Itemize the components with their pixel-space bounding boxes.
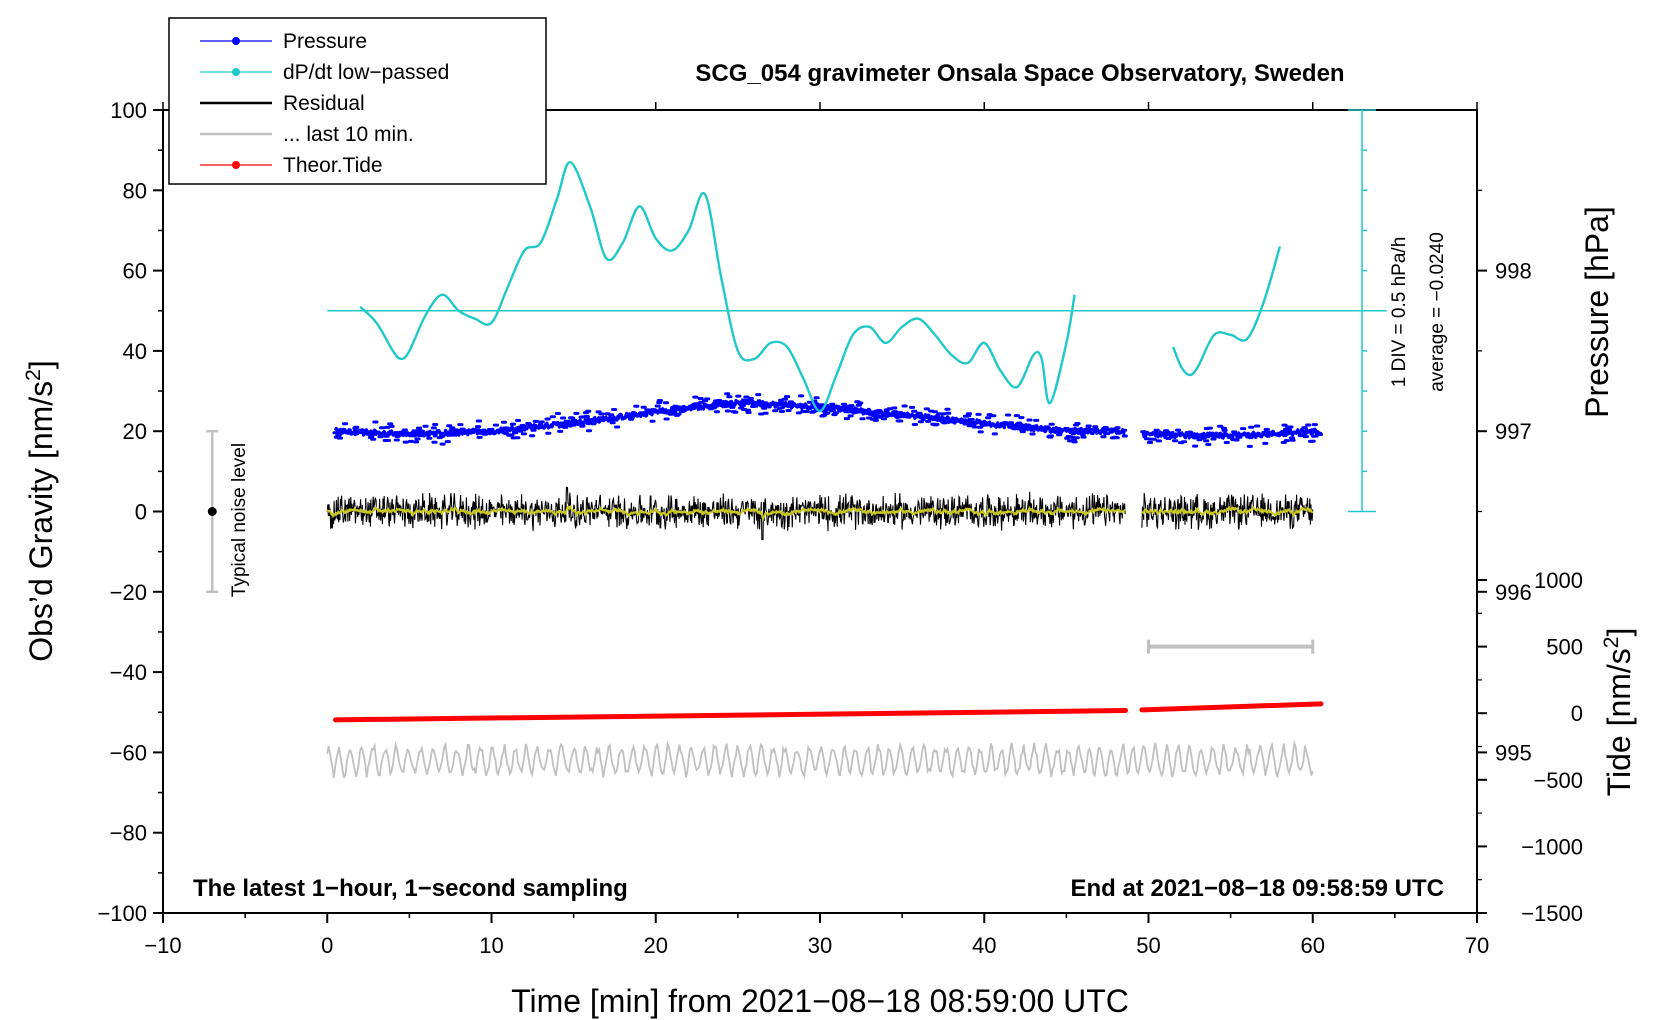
- tide-line: [332, 708, 1129, 723]
- dpdt-reference: [327, 109, 1387, 513]
- y-tick-label: −60: [110, 740, 147, 765]
- x-tick-label: 0: [321, 933, 333, 958]
- pressure-tick-label: 996: [1495, 580, 1532, 605]
- y-tick-label: −20: [110, 580, 147, 605]
- tide-tick-label: 500: [1546, 635, 1583, 660]
- tide-axis-title: Tide [nm/s2]: [1600, 628, 1637, 797]
- legend-marker: [232, 161, 240, 169]
- x-tick-label: 70: [1465, 933, 1489, 958]
- residual-smooth-line: [326, 505, 1126, 522]
- legend-label: Pressure: [283, 30, 367, 53]
- dpdt-average-label: average = −0.0240: [1427, 232, 1448, 392]
- dpdt-div-label: 1 DIV = 0.5 hPa/h: [1389, 237, 1410, 388]
- x-axis: −10 0 10 20 30 40 50 60 70: [144, 102, 1489, 958]
- noise-bar: [206, 429, 219, 594]
- legend-label: ... last 10 min.: [283, 123, 414, 146]
- x-tick-label: 10: [479, 933, 503, 958]
- x-tick-label: −10: [144, 933, 181, 958]
- residual-line-after-gap: [1141, 492, 1314, 530]
- sampling-annotation: The latest 1−hour, 1−second sampling: [193, 875, 628, 902]
- legend-label: Theor.Tide: [283, 154, 383, 177]
- pressure-tick-label: 998: [1495, 259, 1532, 284]
- x-tick-label: 30: [808, 933, 832, 958]
- x-axis-title: Time [min] from 2021−08−18 08:59:00 UTC: [511, 983, 1129, 1019]
- tide-series: [332, 701, 1324, 723]
- y-tick-label: −100: [97, 901, 147, 926]
- y-tick-label: 100: [110, 98, 147, 123]
- pressure-axis-title: Pressure [hPa]: [1579, 206, 1615, 418]
- last10-line: [326, 739, 1314, 780]
- y-tick-label: 60: [123, 259, 147, 284]
- dpdt-line: [359, 161, 1076, 413]
- legend-label: dP/dt low−passed: [283, 61, 449, 84]
- pressure-axis: 995 996 997 998: [1477, 189, 1532, 765]
- end-time-annotation: End at 2021−08−18 09:58:59 UTC: [1070, 875, 1444, 902]
- y-tick-label: 0: [135, 500, 147, 525]
- residual-series: [326, 486, 1314, 541]
- tide-tick-label: 1000: [1534, 568, 1583, 593]
- y-tick-label: −40: [110, 660, 147, 685]
- x-tick-label: 60: [1301, 933, 1325, 958]
- tide-axis: −1500 −1000 −500 0 500 1000: [1477, 568, 1583, 926]
- tide-line-after-gap: [1139, 701, 1324, 713]
- noise-bar-center-dot: [207, 507, 217, 516]
- residual-smooth-line-after-gap: [1141, 505, 1314, 518]
- tide-tick-label: −1000: [1521, 834, 1583, 859]
- left-y-axis: −100 −80 −60 −40 −20 0 20 40 60 80 100: [97, 98, 163, 926]
- tide-tick-label: 0: [1571, 701, 1583, 726]
- noise-label: Typical noise level: [229, 443, 250, 597]
- y-tick-label: 20: [123, 419, 147, 444]
- left-y-axis-title: Obs’d Gravity [nm/s2]: [22, 360, 59, 662]
- legend-box: [168, 17, 547, 185]
- pressure-series: [332, 392, 1324, 448]
- pressure-scatter-dots: [332, 392, 1324, 448]
- y-tick-label: 80: [123, 178, 147, 203]
- last10-bar: [1147, 639, 1315, 654]
- pressure-tick-label: 995: [1495, 740, 1532, 765]
- last10-series: [326, 739, 1314, 780]
- legend-marker: [232, 37, 240, 45]
- chart-title: SCG_054 gravimeter Onsala Space Observat…: [695, 60, 1344, 87]
- y-tick-label: 40: [123, 339, 147, 364]
- y-tick-label: −80: [110, 821, 147, 846]
- x-tick-label: 50: [1136, 933, 1160, 958]
- legend: Pressure dP/dt low−passed Residual ... last…: [168, 17, 547, 185]
- dpdt-line-after-gap: [1171, 246, 1282, 377]
- legend-marker: [232, 68, 240, 76]
- dpdt-series: [359, 161, 1282, 413]
- legend-label: Residual: [283, 92, 365, 115]
- tide-tick-label: −1500: [1521, 901, 1583, 926]
- x-tick-label: 20: [644, 933, 668, 958]
- tide-tick-label: −500: [1533, 768, 1583, 793]
- x-tick-label: 40: [972, 933, 996, 958]
- pressure-tick-label: 997: [1495, 419, 1532, 444]
